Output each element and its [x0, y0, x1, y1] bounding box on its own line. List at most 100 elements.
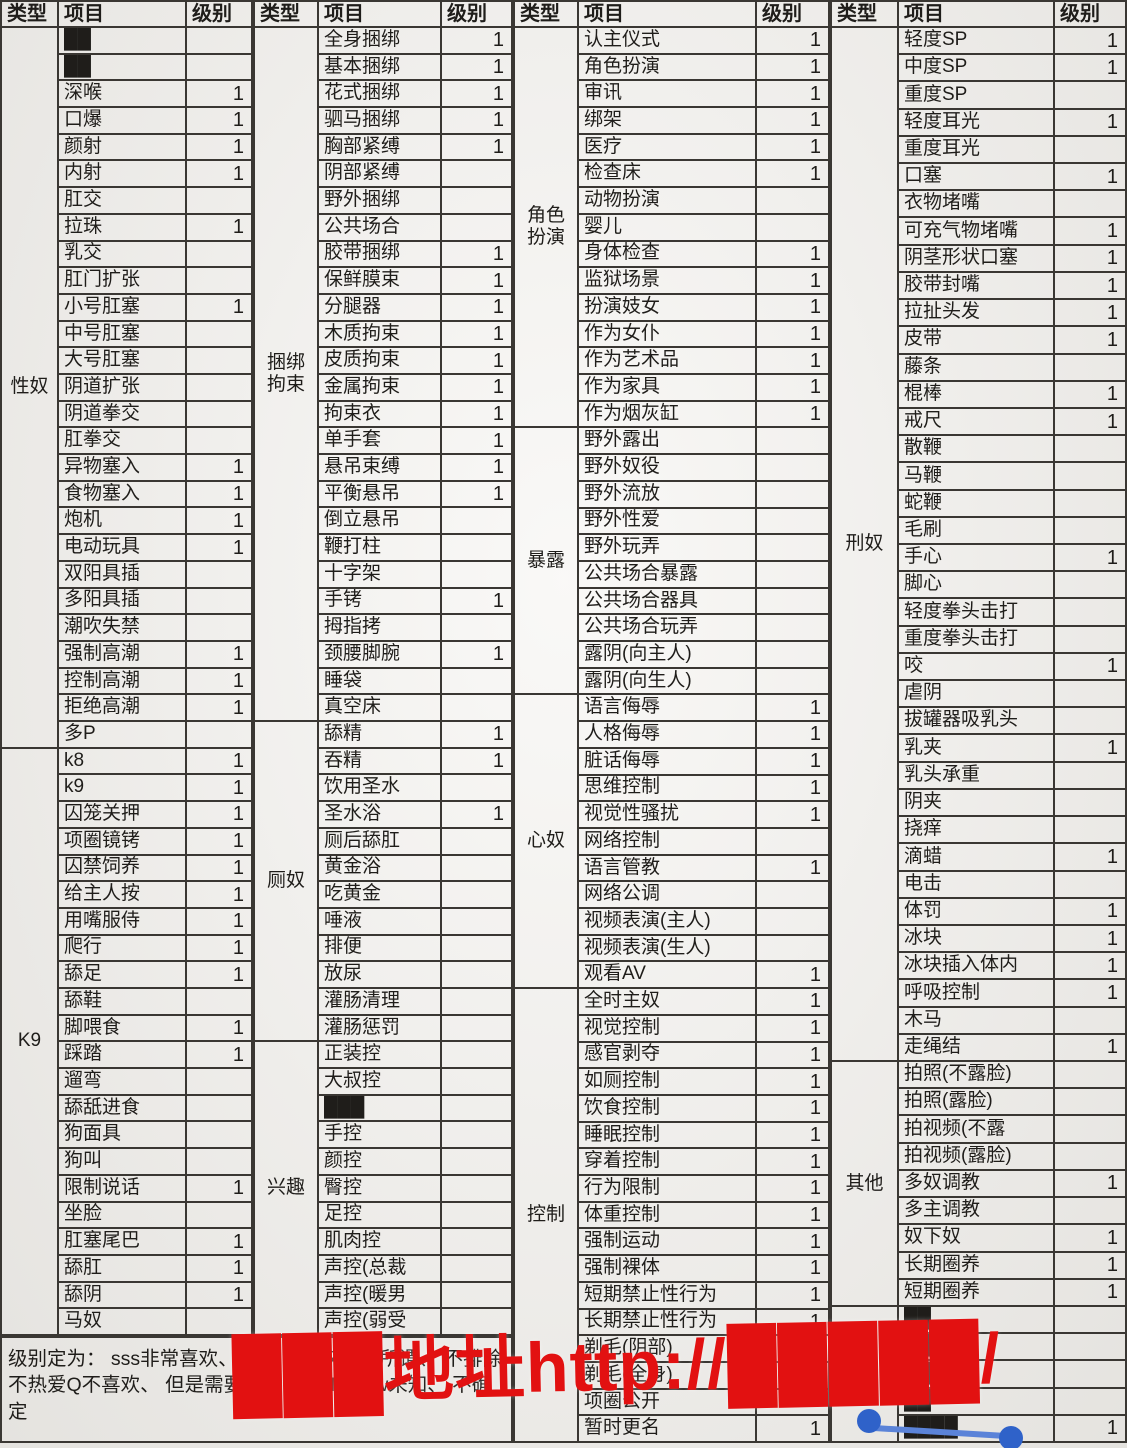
item-cell: 露阴(向主人)	[579, 642, 757, 669]
item-cell: 医疗	[579, 134, 757, 162]
level-cell: 1	[1055, 735, 1127, 763]
category-cell: 性奴	[2, 28, 59, 749]
col-header-item: 项目	[579, 2, 757, 28]
item-cell: 拍照(露脸)	[899, 1089, 1055, 1117]
level-cell: 1	[187, 108, 253, 135]
level-cell	[442, 855, 513, 883]
level-cell	[1055, 1306, 1127, 1335]
level-cell: 1	[187, 695, 253, 723]
level-cell: 1	[187, 962, 253, 989]
level-cell: 1	[442, 108, 513, 135]
item-cell: 项圈公开	[579, 1389, 757, 1417]
level-cell	[1055, 1334, 1127, 1362]
item-cell: 阴茎形状口塞	[899, 245, 1055, 273]
level-cell	[1055, 1007, 1127, 1035]
level-cell	[1055, 490, 1127, 518]
item-cell: 奴下奴	[899, 1225, 1055, 1253]
level-cell: 1	[1055, 1034, 1127, 1063]
item-cell: 黄金浴	[319, 855, 442, 883]
category-cell: 其他	[832, 1062, 899, 1307]
selection-handle-right[interactable]	[999, 1426, 1023, 1448]
level-cell	[1055, 599, 1127, 627]
level-cell: 1	[1055, 408, 1127, 437]
level-cell: 1	[187, 455, 253, 482]
item-cell: 拔罐器吸乳头	[899, 708, 1055, 736]
category-cell: 捆绑 拘束	[255, 28, 319, 723]
item-cell: 作为烟灰缸	[579, 401, 757, 429]
item-cell: 乳头承重	[899, 762, 1055, 790]
item-cell: 冰块插入体内	[899, 953, 1055, 981]
item-cell: 呼吸控制	[899, 980, 1055, 1008]
level-cell	[442, 1255, 513, 1283]
level-cell: 1	[442, 321, 513, 349]
col-header-item: 项目	[899, 2, 1055, 28]
item-cell: 作为家具	[579, 375, 757, 402]
item-cell: 控制高潮	[59, 668, 187, 696]
item-cell: 声控(弱受	[319, 1309, 442, 1336]
item-cell: 野外流放	[579, 481, 757, 509]
item-cell: 视觉性骚扰	[579, 802, 757, 829]
level-cell: 1	[442, 802, 513, 829]
item-cell: 可充气物堵嘴	[899, 218, 1055, 246]
item-cell: 舔舐进食	[59, 1095, 187, 1123]
item-cell: 冰块	[899, 925, 1055, 954]
item-cell: 食物塞入	[59, 481, 187, 509]
level-cell	[1055, 1361, 1127, 1389]
level-cell: 1	[757, 1362, 830, 1390]
item-cell: 扮演妓女	[579, 294, 757, 322]
level-cell: 1	[757, 54, 830, 82]
col-header-level: 级别	[442, 2, 513, 28]
item-cell: k8	[59, 748, 187, 776]
item-cell: 肛交	[59, 188, 187, 215]
level-cell: 1	[442, 241, 513, 269]
item-cell: 野外玩弄	[579, 535, 757, 562]
item-cell: 手心	[899, 545, 1055, 573]
legend-note: 级别定为： sss非常喜欢、 最爱SS喜欢S无所谓、 不排除不热爱Q不喜欢、 但…	[0, 1336, 513, 1443]
level-cell: 1	[187, 134, 253, 162]
level-cell: 1	[1055, 1252, 1127, 1280]
item-cell: 给主人按	[59, 882, 187, 909]
selection-handle-left[interactable]	[857, 1409, 881, 1433]
level-cell: 1	[757, 1042, 830, 1070]
item-cell: 爬行	[59, 935, 187, 963]
item-cell: 灌肠惩罚	[319, 1015, 442, 1043]
level-cell: 1	[442, 428, 513, 456]
level-cell	[1055, 789, 1127, 818]
level-cell: 1	[757, 241, 830, 269]
item-cell: 脏话侮辱	[579, 748, 757, 776]
level-cell	[187, 428, 253, 456]
item-cell: ████	[899, 1334, 1055, 1362]
item-cell: 露阴(向生人)	[579, 668, 757, 696]
level-cell: 1	[1055, 55, 1127, 83]
level-cell	[442, 908, 513, 936]
level-cell: 1	[187, 908, 253, 936]
level-cell: 1	[442, 375, 513, 402]
item-cell: ███	[319, 1095, 442, 1123]
item-cell: 如厕控制	[579, 1069, 757, 1096]
level-cell: 1	[757, 348, 830, 376]
level-cell	[187, 1069, 253, 1096]
item-cell: 人格侮辱	[579, 722, 757, 749]
item-cell: 全身捆绑	[319, 28, 442, 55]
item-cell: 剃毛(阴部)	[579, 1336, 757, 1363]
item-cell: 动物扮演	[579, 188, 757, 215]
item-cell: 平衡悬吊	[319, 481, 442, 509]
item-cell: 脚心	[899, 572, 1055, 600]
item-cell: 棍棒	[899, 381, 1055, 409]
item-cell: 多奴调教	[899, 1170, 1055, 1199]
item-cell: 小号肛塞	[59, 294, 187, 322]
level-cell	[757, 615, 830, 643]
item-cell: 重度耳光	[899, 136, 1055, 165]
item-cell: 吃黄金	[319, 882, 442, 909]
level-cell: 1	[757, 855, 830, 883]
item-cell: 唾液	[319, 908, 442, 936]
item-cell: 口塞	[899, 164, 1055, 192]
level-cell	[757, 481, 830, 509]
item-cell: 坐脸	[59, 1202, 187, 1230]
item-cell: 体罚	[899, 898, 1055, 926]
item-cell: 声控(总裁	[319, 1255, 442, 1283]
item-cell: 口爆	[59, 108, 187, 135]
level-cell	[442, 1175, 513, 1203]
level-cell: 1	[757, 1229, 830, 1257]
